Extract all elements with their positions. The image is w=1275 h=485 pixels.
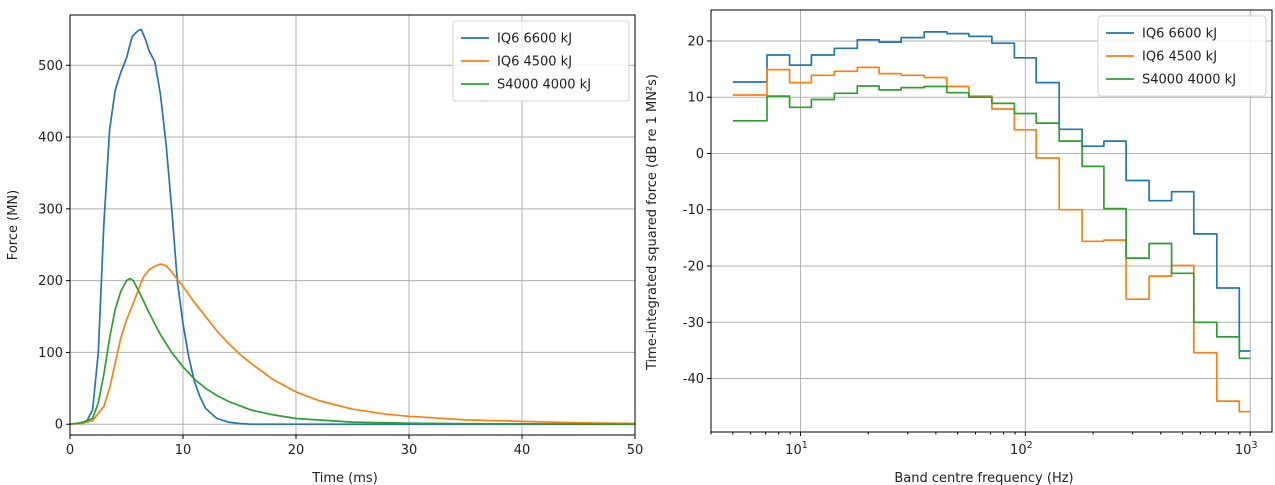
right-y-tick-label: -10 bbox=[683, 203, 704, 218]
left-y-axis-label: Force (MN) bbox=[6, 190, 21, 260]
right-legend: IQ6 6600 kJ IQ6 4500 kJ S4000 4000 kJ bbox=[1097, 15, 1267, 97]
left-series-line-2 bbox=[69, 277, 636, 426]
right-plot-frame bbox=[710, 9, 1273, 433]
left-series-group bbox=[69, 28, 636, 426]
left-x-tick-label: 40 bbox=[514, 443, 531, 458]
left-y-tick-label: 400 bbox=[38, 131, 63, 146]
left-legend: IQ6 6600 kJ IQ6 4500 kJ S4000 4000 kJ bbox=[452, 20, 630, 102]
right-y-tick-label: -20 bbox=[683, 260, 704, 275]
right-series-line-2 bbox=[732, 85, 1251, 360]
left-y-tick-label: 0 bbox=[55, 418, 63, 433]
left-series-line-0 bbox=[69, 28, 635, 426]
right-x-tick-label: 101 bbox=[785, 440, 808, 458]
right-y-tick-label: 0 bbox=[696, 147, 704, 162]
left-legend-label: IQ6 4500 kJ bbox=[497, 55, 572, 70]
left-x-tick-label: 20 bbox=[288, 443, 305, 458]
right-x-tick-exponent: 2 bbox=[1027, 440, 1033, 451]
right-series-line-1 bbox=[732, 66, 1251, 413]
left-legend-box bbox=[452, 20, 630, 102]
right-x-tick-exponent: 3 bbox=[1251, 440, 1257, 451]
left-y-tick-label: 100 bbox=[38, 346, 63, 361]
right-legend-label: IQ6 6600 kJ bbox=[1142, 27, 1217, 42]
left-y-tick-label: 500 bbox=[38, 59, 63, 74]
left-y-tick-label: 300 bbox=[38, 202, 63, 217]
right-y-axis-label: Time-integrated squared force (dB re 1 M… bbox=[645, 74, 660, 371]
right-y-tick-label: -40 bbox=[683, 372, 704, 387]
right-legend-label: IQ6 4500 kJ bbox=[1142, 50, 1217, 65]
left-x-axis-label: Time (ms) bbox=[311, 471, 378, 485]
right-legend-box bbox=[1097, 15, 1267, 97]
left-legend-label: IQ6 6600 kJ bbox=[497, 32, 572, 47]
right-x-tick-label: 103 bbox=[1235, 440, 1258, 458]
right-chart-band-spectrum: 101 102 103 -40 -30 -20 -10 0 10 20 Band centre f… bbox=[645, 9, 1273, 485]
right-series-line-0 bbox=[732, 31, 1251, 352]
right-x-axis-label: Band centre frequency (Hz) bbox=[894, 471, 1073, 485]
left-x-tick-label: 0 bbox=[66, 443, 74, 458]
left-x-tick-label: 30 bbox=[401, 443, 418, 458]
right-legend-label: S4000 4000 kJ bbox=[1142, 73, 1236, 88]
right-x-tick-label: 102 bbox=[1010, 440, 1033, 458]
right-series-group bbox=[732, 31, 1251, 413]
left-legend-label: S4000 4000 kJ bbox=[497, 78, 591, 93]
right-y-tick-label: 10 bbox=[687, 91, 704, 106]
right-y-tick-label: 20 bbox=[687, 34, 704, 49]
right-y-tick-label: -30 bbox=[683, 316, 704, 331]
left-x-tick-label: 10 bbox=[175, 443, 192, 458]
left-y-tick-label: 200 bbox=[38, 274, 63, 289]
left-x-tick-label: 50 bbox=[627, 443, 644, 458]
left-plot-frame bbox=[69, 14, 636, 436]
right-x-tick-exponent: 1 bbox=[802, 440, 808, 451]
left-series-line-1 bbox=[69, 263, 636, 426]
